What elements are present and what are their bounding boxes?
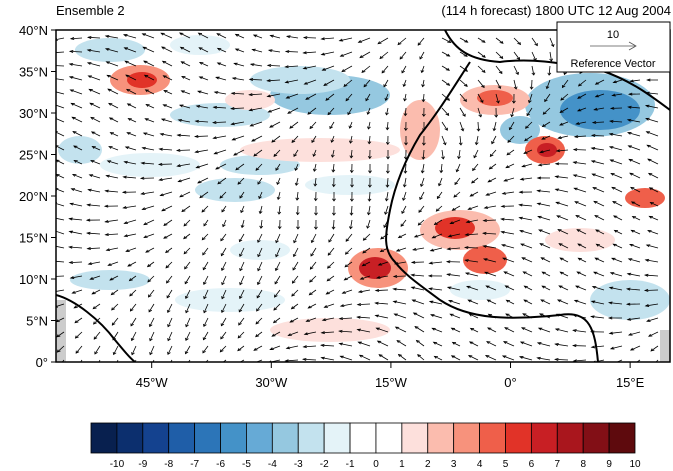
colorbar-label: 1: [399, 459, 405, 470]
land-mask-right: [660, 330, 670, 362]
colorbar-box: [505, 422, 532, 454]
colorbar-label: 7: [555, 459, 561, 470]
colorbar-label: 4: [477, 459, 483, 470]
colorbar-box: [401, 422, 429, 454]
lat-tick-label: 0°: [36, 355, 48, 370]
colorbar-box: [349, 422, 377, 454]
lon-tick-label: 15°W: [375, 375, 408, 390]
colorbar-box: [608, 422, 636, 454]
colorbar-box: [530, 422, 558, 454]
colorbar-label: -4: [268, 459, 277, 470]
longitude-axis: 45°W 30°W 15°W 0° 15°E: [136, 362, 645, 390]
colorbar-box: [479, 422, 506, 454]
colorbar-box: [427, 422, 455, 454]
colorbar-label: -3: [294, 459, 303, 470]
colorbar-box: [453, 422, 480, 454]
title-right: (114 h forecast) 1800 UTC 12 Aug 2004: [441, 3, 671, 18]
colorbar-box: [194, 422, 221, 454]
reference-vector-box: 10 Reference Vector: [556, 21, 671, 73]
colorbar-box: [142, 422, 170, 454]
colorbar-label: 8: [580, 459, 586, 470]
colorbar-label: 3: [451, 459, 457, 470]
colorbar-box: [90, 422, 118, 454]
colorbar-box: [582, 422, 610, 454]
lat-tick-label: 20°N: [19, 189, 48, 204]
lat-tick-label: 25°N: [19, 148, 48, 163]
anomaly-field: [58, 35, 670, 342]
lon-tick-label: 15°E: [616, 375, 645, 390]
lat-tick-label: 15°N: [19, 231, 48, 246]
map-panel: 10 Reference Vector 0° 5°N 10°N 15°N 20°N 25°…: [19, 21, 671, 390]
colorbar-box: [375, 422, 403, 454]
colorbar-box: [116, 422, 144, 454]
colorbar-box: [271, 422, 299, 454]
colorbar-box: [168, 422, 196, 454]
colorbar-label: -1: [346, 459, 355, 470]
colorbar-box: [556, 422, 584, 454]
lat-tick-label: 40°N: [19, 23, 48, 38]
lat-tick-label: 5°N: [26, 314, 48, 329]
colorbar-label: 0: [373, 459, 379, 470]
colorbar-label: -7: [190, 459, 199, 470]
colorbar: -10 -9 -8 -7 -6 -5 -4 -3 -2 -1 0 1 2 3 4 5 6 7 8 9 10: [90, 422, 641, 470]
reference-vector-value: 10: [607, 29, 619, 41]
title-left: Ensemble 2: [56, 3, 125, 18]
lon-tick-label: 0°: [504, 375, 516, 390]
colorbar-label: 6: [529, 459, 535, 470]
colorbar-box: [220, 422, 247, 454]
colorbar-label: 10: [629, 459, 641, 470]
colorbar-label: -9: [138, 459, 147, 470]
colorbar-label: 5: [503, 459, 509, 470]
latitude-axis: 0° 5°N 10°N 15°N 20°N 25°N 30°N 35°N 40°N: [19, 23, 56, 370]
reference-vector-arrowhead-icon: [628, 41, 637, 51]
colorbar-label: 2: [425, 459, 431, 470]
colorbar-label: -10: [110, 459, 125, 470]
wind-vectors: [56, 32, 659, 362]
colorbar-label: -6: [216, 459, 225, 470]
land-mask-left: [56, 300, 66, 362]
colorbar-label: -5: [242, 459, 251, 470]
colorbar-label: -8: [164, 459, 173, 470]
colorbar-box: [323, 422, 351, 454]
lat-tick-label: 30°N: [19, 106, 48, 121]
colorbar-label: -2: [320, 459, 329, 470]
lat-tick-label: 10°N: [19, 272, 48, 287]
colorbar-box: [246, 422, 273, 454]
lat-tick-label: 35°N: [19, 65, 48, 80]
lon-tick-label: 45°W: [136, 375, 169, 390]
colorbar-label: 9: [606, 459, 612, 470]
reference-vector-label: Reference Vector: [571, 58, 656, 70]
lon-tick-label: 30°W: [255, 375, 288, 390]
colorbar-box: [297, 422, 325, 454]
